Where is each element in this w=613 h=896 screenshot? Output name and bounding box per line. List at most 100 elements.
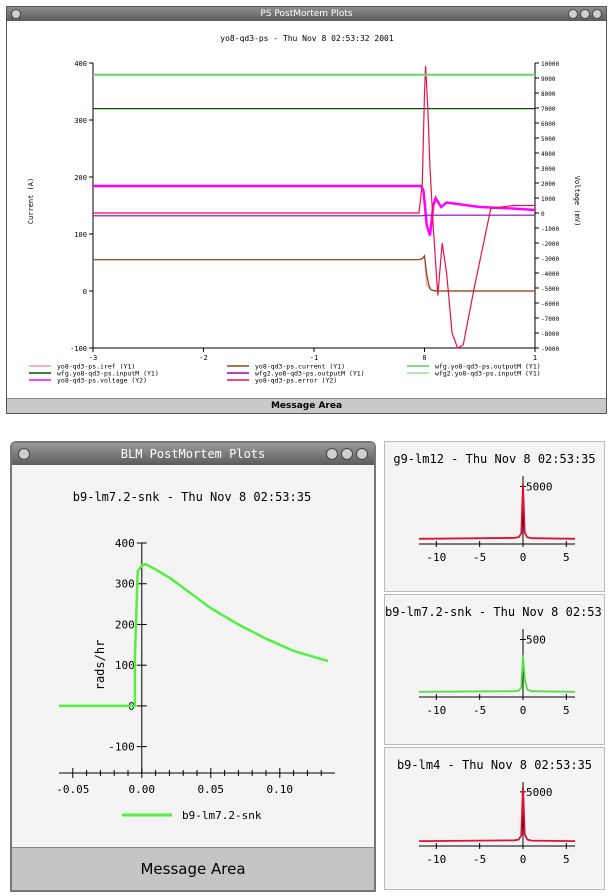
ps-y2-tick-label: 10000: [541, 61, 559, 68]
ps-y2-tick-label: 9000: [541, 76, 556, 83]
ps-x-tick-label: -2: [199, 354, 207, 362]
small-x-tick-label: 0: [520, 853, 527, 866]
small-plot-area: -10 -5 0 5 5000: [418, 782, 576, 866]
blm-postmortem-window: BLM PostMortem Plots b9-lm7.2-snk - Thu …: [10, 441, 376, 892]
small-y-tick-label: 5000: [526, 786, 553, 799]
ps-plot-area: yo8-qd3-ps - Thu Nov 8 02:53:32 2001 Cur…: [27, 34, 581, 385]
blm-plot-area: b9-lm7.2-snk - Thu Nov 8 02:53:35 rads/h…: [12, 465, 374, 850]
ps-legend-label: wfg.yo8-qd3-ps.outputM (Y1): [435, 363, 541, 371]
small-x-tick-label: 5: [563, 551, 570, 564]
ps-series-line: [93, 65, 535, 349]
ps-legend-label: wfg2.yo8-qd3-ps.outputM (Y1): [255, 370, 365, 378]
small-plot-area: -10 -5 0 5 5000: [418, 476, 576, 564]
ps-legend-label: wfg.yo8-qd3-ps.inputM (Y1): [57, 370, 159, 378]
ps-legend-label: yo8-qd3-ps.iref (Y1): [57, 363, 135, 371]
small-series-line: [418, 655, 576, 693]
blm-x-tick-label: 0.10: [267, 783, 294, 796]
window-menu-icon[interactable]: [11, 9, 21, 19]
ps-y1-tick-label: 400: [74, 60, 87, 68]
ps-y1-tick-label: -100: [70, 345, 87, 353]
small-x-tick-label: 0: [520, 704, 527, 717]
blm-message-area: Message Area: [12, 847, 374, 890]
ps-y2-tick-label: 0: [541, 211, 545, 218]
small-x-tick-label: 0: [520, 551, 527, 564]
ps-y2-tick-label: 2000: [541, 181, 556, 188]
ps-series-line: [93, 184, 536, 236]
minimize-icon[interactable]: [326, 448, 338, 460]
ps-y2-tick-label: -9000: [541, 346, 559, 353]
ps-legend-label: yo8-qd3-ps.current (Y1): [255, 363, 345, 371]
ps-series-line: [93, 214, 535, 217]
small-x-tick-label: -10: [426, 551, 446, 564]
ps-y2-tick-label: -1000: [541, 226, 559, 233]
blm-y-tick-label: 300: [115, 578, 135, 591]
ps-series-line: [93, 254, 535, 292]
ps-series-line: [93, 255, 535, 292]
small-panel-title: b9-lm7.2-snk - Thu Nov 8 02:53:35: [385, 605, 604, 619]
ps-y2-tick-label: -6000: [541, 301, 559, 308]
blm-x-tick-label: 0.00: [129, 783, 156, 796]
small-plot-area: -10 -5 0 5 500: [418, 629, 576, 717]
ps-legend-label: yo8-qd3-ps.voltage (Y2): [57, 377, 147, 385]
ps-x-tick-label: -1: [310, 354, 318, 362]
blm-titlebar[interactable]: BLM PostMortem Plots: [12, 443, 374, 465]
ps-x-tick-label: 0: [422, 354, 426, 362]
close-icon[interactable]: [356, 448, 368, 460]
small-plot-panel-1: g9-lm12 - Thu Nov 8 02:53:35 -10 -5 0 5 5000: [384, 441, 605, 592]
ps-y2-tick-label: 7000: [541, 106, 556, 113]
small-series-line: [418, 786, 576, 842]
small-x-tick-label: 5: [563, 853, 570, 866]
blm-window-title: BLM PostMortem Plots: [120, 447, 266, 461]
ps-legend-label: yo8-qd3-ps.error (Y2): [255, 377, 337, 385]
blm-y-tick-label: 100: [115, 659, 135, 672]
ps-window-title: PS PostMortem Plots: [260, 9, 353, 19]
ps-y2-tick-label: -3000: [541, 256, 559, 263]
ps-y2-tick-label: 4000: [541, 151, 556, 158]
ps-y2-label: Voltage (mV): [573, 176, 581, 227]
ps-y2-tick-label: 1000: [541, 196, 556, 203]
ps-y2-tick-label: -2000: [541, 241, 559, 248]
blm-chart-title: b9-lm7.2-snk - Thu Nov 8 02:53:35: [73, 490, 311, 504]
small-x-tick-label: -5: [473, 704, 486, 717]
blm-y-tick-label: 400: [115, 537, 135, 550]
ps-y2-tick-label: -8000: [541, 331, 559, 338]
minimize-icon[interactable]: [568, 9, 578, 19]
ps-y1-tick-label: 100: [74, 231, 87, 239]
small-panel-title: g9-lm12 - Thu Nov 8 02:53:35: [393, 452, 596, 466]
ps-y1-tick-label: 200: [74, 174, 87, 182]
ps-y2-tick-label: 3000: [541, 166, 556, 173]
ps-legend-label: wfg2.yo8-qd3-ps.inputM (Y1): [435, 370, 541, 378]
ps-y2-tick-label: 8000: [541, 91, 556, 98]
ps-x-tick-label: 1: [533, 354, 537, 362]
small-plot-panel-3: b9-lm4 - Thu Nov 8 02:53:35 -10 -5 0 5 5000: [384, 747, 605, 890]
ps-y1-tick-label: 0: [83, 288, 87, 296]
ps-y2-tick-label: -5000: [541, 286, 559, 293]
small-panel-title: b9-lm4 - Thu Nov 8 02:53:35: [396, 758, 593, 772]
small-x-tick-label: -10: [426, 704, 446, 717]
window-menu-icon[interactable]: [18, 448, 30, 460]
ps-y2-tick-label: -7000: [541, 316, 559, 323]
small-plot-panel-2: b9-lm7.2-snk - Thu Nov 8 02:53:35 -10 -5 0…: [384, 594, 605, 745]
ps-chart-title: yo8-qd3-ps - Thu Nov 8 02:53:32 2001: [220, 34, 394, 43]
ps-y1-label: Current (A): [27, 178, 35, 224]
ps-x-tick-label: -3: [89, 354, 97, 362]
ps-y2-tick-label: -4000: [541, 271, 559, 278]
close-icon[interactable]: [592, 9, 602, 19]
small-series-line: [418, 484, 576, 540]
small-y-tick-label: 5000: [526, 480, 553, 493]
ps-postmortem-window: PS PostMortem Plots yo8-qd3-ps - Thu Nov…: [6, 6, 607, 414]
small-x-tick-label: -5: [473, 853, 486, 866]
blm-x-tick-label: 0.05: [198, 783, 225, 796]
ps-y1-tick-label: 300: [74, 117, 87, 125]
maximize-icon[interactable]: [580, 9, 590, 19]
blm-y-tick-label: 200: [115, 618, 135, 631]
blm-y-label: rads/hr: [93, 640, 107, 691]
blm-series-line: [59, 562, 329, 708]
ps-titlebar[interactable]: PS PostMortem Plots: [7, 7, 606, 21]
maximize-icon[interactable]: [341, 448, 353, 460]
blm-x-tick-label: -0.05: [56, 783, 89, 796]
ps-message-area: Message Area: [7, 398, 606, 413]
blm-legend-label: b9-lm7.2-snk: [182, 809, 262, 822]
blm-y-tick-label: -100: [108, 741, 135, 754]
small-x-tick-label: -5: [473, 551, 486, 564]
